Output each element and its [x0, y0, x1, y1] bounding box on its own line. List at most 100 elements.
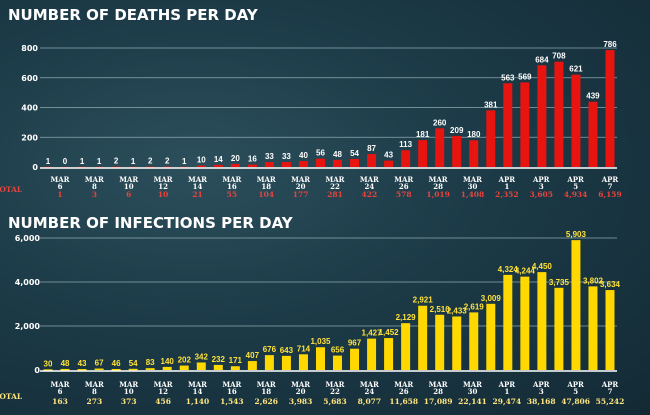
infections-bar: [162, 366, 172, 370]
infections-x-label-month: MAR: [429, 380, 448, 389]
deaths-x-label-day: 22: [330, 182, 340, 191]
deaths-value-label: 621: [569, 65, 583, 74]
infections-x-label-month: MAR: [85, 380, 104, 389]
deaths-value-label: 1: [46, 157, 51, 166]
infections-total-value: 1,543: [220, 397, 244, 406]
deaths-total-value: 281: [327, 190, 343, 199]
deaths-x-label-day: 30: [468, 182, 478, 191]
infections-value-label: 140: [161, 357, 175, 366]
deaths-value-label: 113: [399, 140, 412, 149]
deaths-total-value: 4,934: [564, 190, 588, 199]
infections-value-label: 407: [246, 351, 260, 360]
infections-value-label: 643: [280, 346, 294, 355]
deaths-total-value: 55: [227, 190, 237, 199]
deaths-x-label-day: 20: [296, 182, 306, 191]
infections-total-value: 55,242: [596, 397, 625, 406]
deaths-value-label: 1: [80, 157, 85, 166]
infections-x-label-month: MAR: [188, 380, 207, 389]
deaths-bar: [537, 65, 547, 167]
infections-bar: [452, 316, 462, 370]
infections-value-label: 3,009: [481, 294, 502, 303]
infections-total-value: 273: [87, 397, 103, 406]
deaths-total-value: 104: [258, 190, 274, 199]
infections-value-label: 1,035: [310, 337, 331, 346]
deaths-value-label: 0: [63, 157, 68, 166]
deaths-value-label: 14: [214, 155, 223, 164]
deaths-x-label-month: MAR: [326, 175, 345, 184]
deaths-x-label-day: 3: [539, 182, 544, 191]
deaths-value-label: 708: [552, 52, 566, 61]
infections-value-label: 1,427: [362, 329, 383, 338]
infections-bar: [486, 303, 496, 370]
infections-value-label: 2,129: [396, 313, 417, 322]
deaths-value-label: 43: [384, 151, 393, 160]
deaths-x-label-month: MAR: [463, 175, 482, 184]
deaths-x-label-day: 6: [58, 182, 63, 191]
infections-value-label: 30: [44, 359, 53, 368]
infections-bar: [298, 354, 308, 370]
deaths-x-label-month: MAR: [188, 175, 207, 184]
infections-total-value: 29,474: [493, 397, 522, 406]
infections-x-label-day: 22: [330, 387, 340, 396]
deaths-total-value: 3: [92, 190, 97, 199]
infections-x-label-month: MAR: [463, 380, 482, 389]
infections-bar: [60, 368, 70, 371]
infections-total-value: 5,683: [323, 397, 347, 406]
infections-x-label-day: 3: [539, 387, 544, 396]
deaths-x-label-day: 26: [399, 182, 409, 191]
infections-bar: [537, 272, 547, 370]
deaths-value-label: 563: [501, 73, 515, 82]
deaths-x-label-month: MAR: [222, 175, 241, 184]
infections-value-label: 43: [78, 359, 87, 368]
infections-bar: [418, 305, 428, 370]
deaths-bar: [418, 140, 428, 167]
infections-bar: [350, 348, 360, 370]
deaths-bar: [503, 83, 513, 167]
deaths-value-label: 439: [586, 92, 600, 101]
deaths-bar: [315, 158, 325, 167]
infections-x-label-month: APR: [566, 380, 584, 389]
deaths-value-label: 87: [367, 144, 376, 153]
infections-total-value: 3,983: [289, 397, 313, 406]
deaths-value-label: 48: [333, 150, 342, 159]
infections-value-label: 967: [348, 339, 362, 348]
deaths-y-tick: 800: [21, 44, 38, 53]
infections-x-label-day: 18: [261, 387, 271, 396]
infections-total-value: 456: [155, 397, 171, 406]
deaths-x-label-month: MAR: [51, 175, 70, 184]
deaths-x-label-day: 8: [92, 182, 97, 191]
deaths-bar: [333, 159, 343, 167]
infections-value-label: 3,802: [583, 276, 604, 285]
deaths-value-label: 56: [316, 149, 325, 158]
infections-x-label-month: MAR: [119, 380, 138, 389]
deaths-bar: [486, 110, 496, 167]
deaths-total-value: 1: [57, 190, 62, 199]
infections-x-label-month: MAR: [222, 380, 241, 389]
deaths-total-value: 10: [158, 190, 168, 199]
infections-x-label-day: 28: [433, 387, 443, 396]
infections-total-value: 11,658: [389, 397, 418, 406]
infections-x-label-day: 5: [573, 387, 578, 396]
deaths-value-label: 20: [231, 154, 240, 163]
deaths-total-value: 578: [396, 190, 412, 199]
infections-value-label: 202: [178, 356, 192, 365]
infections-value-label: 48: [61, 359, 70, 368]
infections-total-value: 2,626: [255, 397, 279, 406]
deaths-value-label: 16: [248, 155, 257, 164]
infections-x-label-month: MAR: [394, 380, 413, 389]
deaths-chart-title: NUMBER OF DEATHS PER DAY: [8, 6, 259, 24]
deaths-value-label: 54: [350, 149, 359, 158]
infections-x-label-month: APR: [498, 380, 516, 389]
infections-bar: [605, 290, 615, 370]
deaths-x-label-month: MAR: [119, 175, 138, 184]
infections-bar: [503, 274, 513, 370]
deaths-y-tick: 600: [21, 74, 38, 83]
infections-value-label: 2,510: [430, 305, 451, 314]
infections-bar: [333, 355, 343, 370]
deaths-value-label: 381: [484, 100, 498, 109]
deaths-value-label: 33: [282, 152, 291, 161]
deaths-x-label-day: 24: [365, 182, 375, 191]
infections-value-label: 3,634: [600, 280, 621, 289]
deaths-x-label-day: 12: [158, 182, 168, 191]
infections-chart-title: NUMBER OF INFECTIONS PER DAY: [8, 214, 294, 232]
